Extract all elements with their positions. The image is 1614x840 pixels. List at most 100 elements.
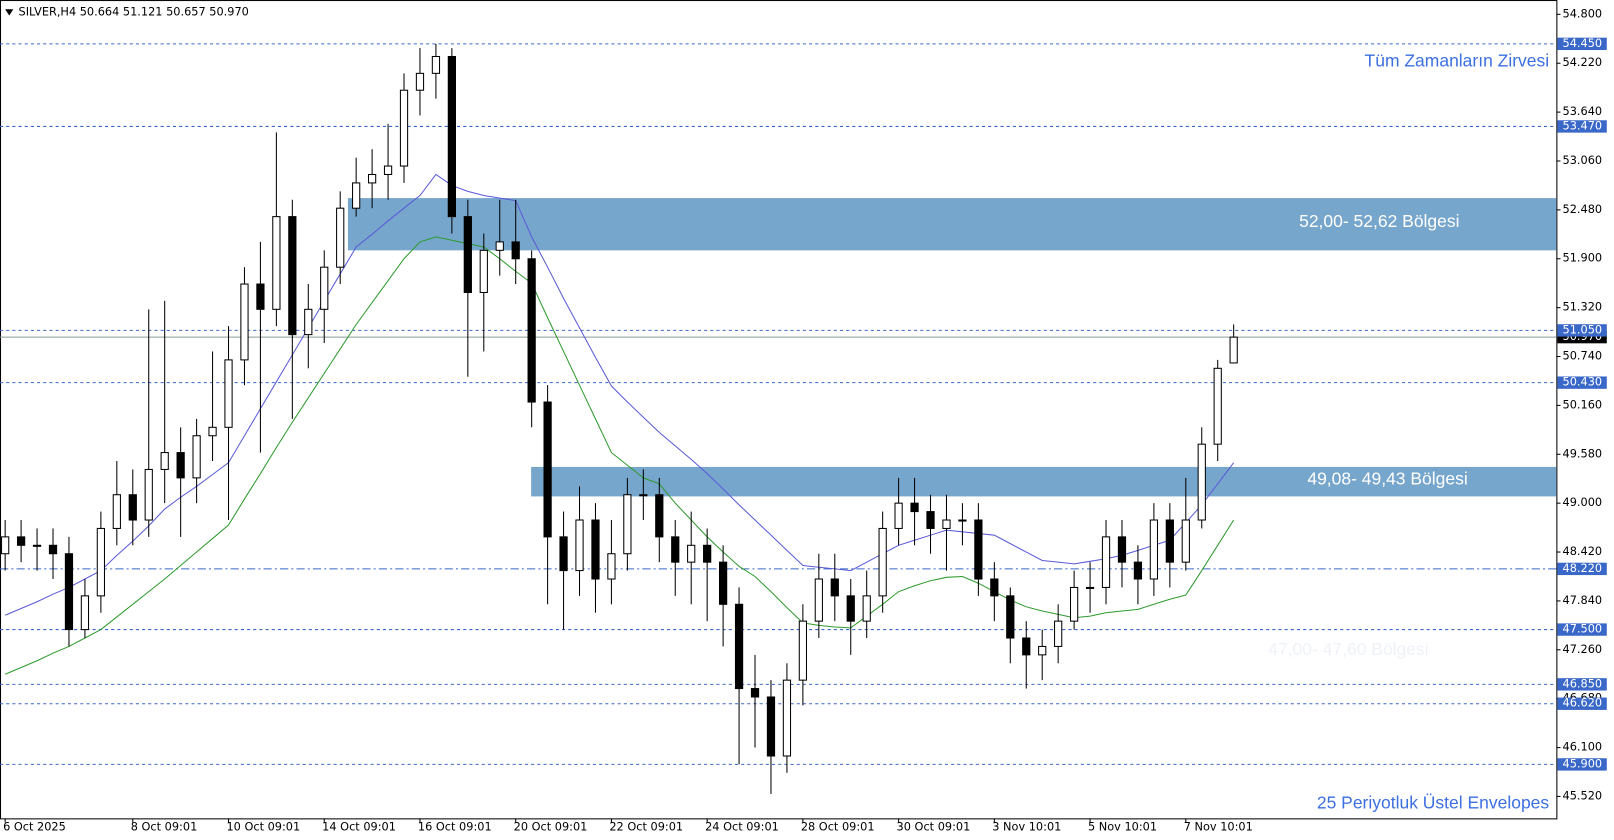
- y-tick-label: 54.800: [1563, 6, 1603, 20]
- zone: [347, 198, 1557, 251]
- x-tick-label: 14 Oct 09:01: [322, 820, 396, 834]
- y-tick-label: 52.480: [1563, 202, 1603, 216]
- candle-body: [1149, 519, 1159, 580]
- candle-body: [718, 561, 728, 605]
- candle-body: [128, 494, 137, 521]
- candle-body: [176, 452, 185, 479]
- candle-body: [559, 536, 568, 572]
- level-label: 54.450: [1563, 36, 1603, 50]
- annotation: 25 Periyotluk Üstel Envelopes: [1317, 793, 1550, 813]
- y-tick-label: 45.520: [1563, 788, 1603, 802]
- candle-body: [894, 502, 903, 529]
- candle-body: [64, 553, 74, 631]
- level-label: 50.430: [1563, 375, 1603, 389]
- candle-body: [463, 216, 472, 293]
- x-tick-label: 28 Oct 09:01: [801, 820, 875, 834]
- level-label: 53.470: [1563, 118, 1603, 132]
- candle-body: [782, 679, 792, 757]
- candle-body: [112, 494, 121, 529]
- candle-body: [240, 283, 249, 361]
- candle-body: [1038, 645, 1047, 656]
- candle-body: [623, 494, 632, 555]
- y-tick-label: 51.320: [1563, 300, 1603, 314]
- candle-body: [958, 519, 967, 522]
- candle-body: [479, 249, 488, 293]
- zone-label: 49,08- 49,43 Bölgesi: [1307, 468, 1467, 488]
- x-tick-label: 16 Oct 09:01: [418, 820, 492, 834]
- candle-body: [1117, 536, 1127, 563]
- candle-body: [256, 283, 265, 310]
- candle-body: [272, 216, 281, 310]
- candle-body: [862, 595, 871, 622]
- candle-body: [415, 72, 425, 91]
- candle-body: [383, 165, 393, 175]
- candle-body: [591, 519, 600, 580]
- y-tick-label: 48.420: [1563, 544, 1603, 558]
- candle-body: [431, 55, 441, 74]
- y-tick-label: 46.100: [1563, 740, 1603, 754]
- candle-body: [304, 308, 313, 336]
- candle-body: [766, 696, 776, 757]
- x-tick-label: 24 Oct 09:01: [705, 820, 779, 834]
- level-label: 46.850: [1563, 676, 1603, 690]
- level-label: 47.500: [1563, 622, 1603, 636]
- candle-body: [687, 544, 696, 563]
- x-tick-label: 8 Oct 09:01: [131, 820, 198, 834]
- candle-body: [1, 536, 10, 555]
- level-label-bg: [1557, 376, 1607, 389]
- annotation: Tüm Zamanların Zirvesi: [1365, 50, 1550, 70]
- header-icon: [5, 9, 14, 16]
- level-label-bg: [1557, 562, 1607, 576]
- candle-body: [750, 688, 760, 698]
- level-label-bg: [1557, 678, 1607, 691]
- annotation: 47,00- 47,60 Bölgesi: [1268, 639, 1428, 659]
- y-tick-label: 50.740: [1563, 349, 1603, 363]
- candle-body: [511, 241, 520, 260]
- level-label-bg: [1557, 324, 1607, 337]
- candle-body: [1213, 367, 1222, 445]
- candle-body: [1197, 443, 1206, 521]
- y-tick-label: 53.060: [1563, 153, 1603, 167]
- chart-header: SILVER,H4 50.664 51.121 50.657 50.970: [19, 4, 249, 18]
- x-tick-label: 3 Nov 10:01: [992, 820, 1061, 834]
- candle-body: [878, 527, 887, 597]
- candle-body: [367, 173, 377, 184]
- level-label: 48.220: [1563, 561, 1603, 575]
- x-tick-label: 7 Nov 10:01: [1184, 820, 1253, 834]
- candle-body: [336, 207, 345, 268]
- candle-body: [208, 426, 217, 437]
- candle-body: [814, 578, 823, 622]
- candle-body: [160, 452, 169, 470]
- y-tick-label: 49.000: [1563, 495, 1603, 509]
- y-tick-label: 54.220: [1563, 55, 1603, 69]
- candle-body: [399, 89, 409, 167]
- level-label: 45.900: [1563, 756, 1603, 770]
- candle-body: [974, 519, 983, 580]
- candle-body: [1069, 586, 1079, 622]
- candle-body: [639, 494, 648, 497]
- level-label-bg: [1557, 758, 1607, 771]
- candle-body: [655, 494, 664, 538]
- candle-body: [734, 603, 744, 690]
- x-tick-label: 6 Oct 2025: [3, 820, 66, 834]
- candle-body: [1085, 586, 1095, 589]
- candle-body: [1022, 637, 1031, 656]
- x-tick-label: 10 Oct 09:01: [226, 820, 300, 834]
- x-tick-label: 5 Nov 10:01: [1088, 820, 1157, 834]
- y-tick-label: 47.840: [1563, 593, 1603, 607]
- candle-body: [32, 544, 42, 547]
- level-label-bg: [1557, 37, 1607, 51]
- candle-body: [910, 502, 919, 513]
- plot-frame: [0, 0, 1558, 820]
- zone-label: 52,00- 52,62 Bölgesi: [1299, 211, 1459, 231]
- candle-body: [352, 182, 361, 209]
- y-tick-label: 49.580: [1563, 446, 1603, 460]
- candle-body: [798, 620, 807, 681]
- level-label: 46.620: [1563, 696, 1603, 710]
- candle-body: [1133, 561, 1143, 580]
- candle-body: [1165, 519, 1174, 563]
- candle-body: [926, 511, 935, 529]
- y-tick-label: 53.640: [1563, 104, 1603, 118]
- candle-body: [543, 401, 552, 538]
- candle-body: [224, 359, 233, 428]
